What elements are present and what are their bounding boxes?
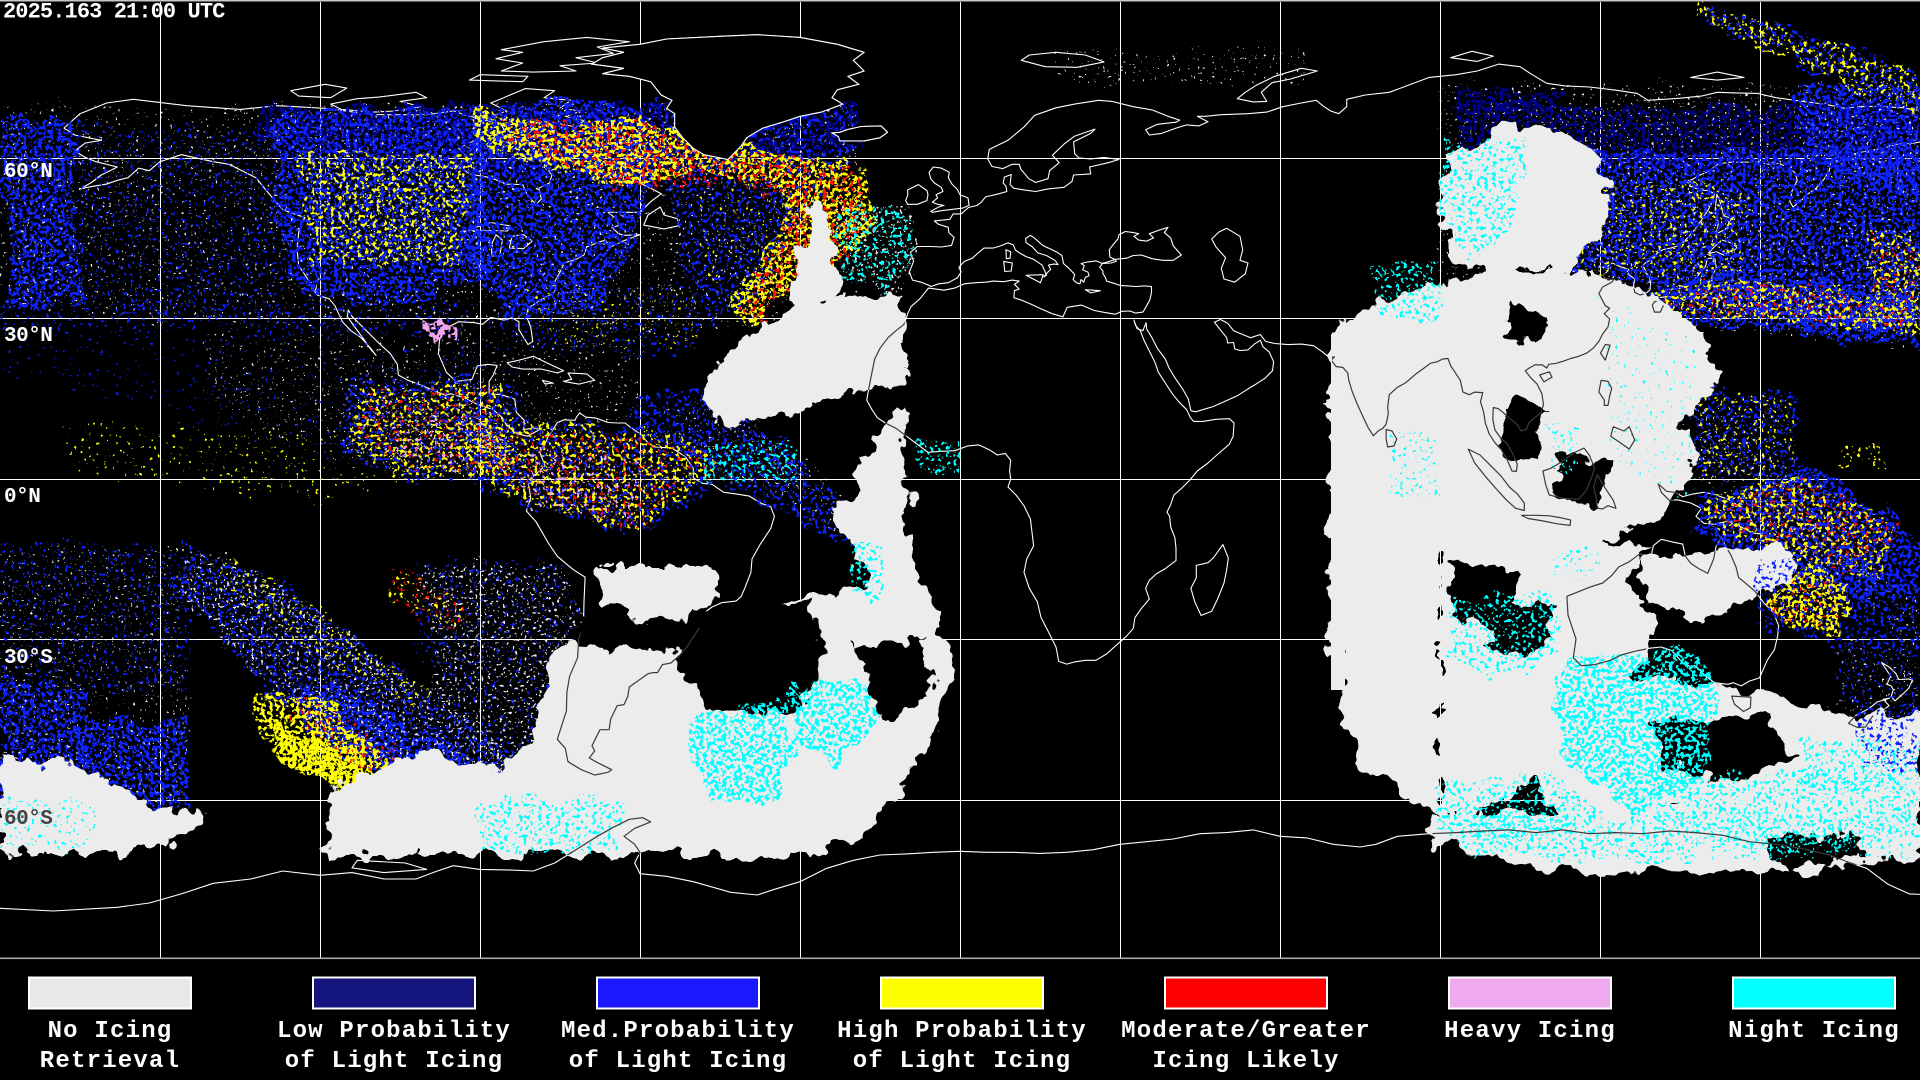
svg-text:of Light Icing: of Light Icing [285,1048,503,1075]
svg-text:60°N: 60°N [4,161,52,184]
svg-text:60°S: 60°S [4,808,52,831]
svg-text:Icing Likely: Icing Likely [1152,1048,1339,1075]
svg-text:Retrieval: Retrieval [40,1048,180,1075]
svg-text:30°N: 30°N [4,325,52,348]
svg-text:Moderate/Greater: Moderate/Greater [1121,1018,1371,1045]
svg-text:No Icing: No Icing [48,1018,173,1045]
svg-text:of Light Icing: of Light Icing [569,1048,787,1075]
svg-text:Heavy Icing: Heavy Icing [1444,1018,1616,1045]
svg-text:High Probability: High Probability [837,1018,1087,1045]
svg-text:2025.163 21:00 UTC: 2025.163 21:00 UTC [3,0,225,25]
svg-text:of Light Icing: of Light Icing [853,1048,1071,1075]
svg-text:0°N: 0°N [4,486,40,509]
svg-text:Night Icing: Night Icing [1728,1018,1900,1045]
svg-text:30°S: 30°S [4,647,52,670]
svg-text:Med.Probability: Med.Probability [561,1018,795,1045]
svg-text:Low Probability: Low Probability [277,1018,511,1045]
